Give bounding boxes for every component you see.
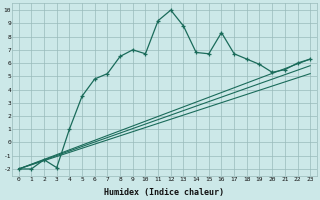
X-axis label: Humidex (Indice chaleur): Humidex (Indice chaleur)	[104, 188, 224, 197]
